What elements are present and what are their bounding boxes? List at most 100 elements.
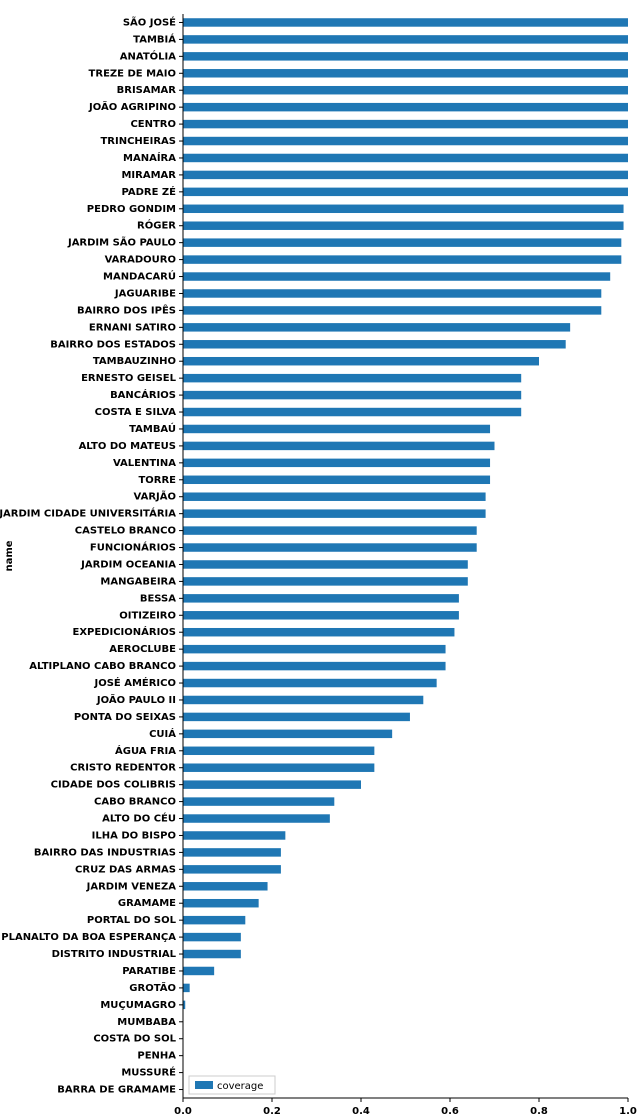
y-tick-label: TAMBAUZINHO	[93, 356, 176, 367]
bar-rect	[183, 797, 334, 805]
x-tick-label: 0.8	[530, 1106, 548, 1117]
bar-rect	[183, 221, 624, 229]
bar-rect	[183, 628, 454, 636]
bar-rect	[183, 492, 486, 500]
bar-rect	[183, 814, 330, 822]
bar-rect	[183, 171, 628, 179]
bar-rect	[183, 188, 628, 196]
y-tick-label: PADRE ZÉ	[121, 185, 176, 198]
y-tick-label: BAIRRO DOS ESTADOS	[50, 339, 176, 350]
bar-rect	[183, 289, 601, 297]
bar-rect	[183, 154, 628, 162]
bar-rect	[183, 509, 486, 517]
bar-rect	[183, 323, 570, 331]
bar-rect	[183, 780, 361, 788]
y-tick-label: VARADOURO	[105, 255, 176, 266]
bar-rect	[183, 238, 621, 246]
x-tick-label: 0.2	[263, 1106, 281, 1117]
bar-rect	[183, 679, 437, 687]
bar-rect	[183, 967, 214, 975]
y-tick-label: JOÃO PAULO II	[96, 693, 176, 706]
legend-swatch	[195, 1081, 213, 1089]
x-tick-label: 0.4	[352, 1106, 370, 1117]
y-tick-label: TREZE DE MAIO	[89, 68, 176, 79]
y-tick-label: FUNCIONÁRIOS	[90, 541, 176, 554]
y-tick-label: MIRAMAR	[121, 170, 176, 181]
y-tick-label: CABO BRANCO	[94, 797, 176, 808]
y-tick-label: MANAÍRA	[123, 151, 176, 164]
bar-rect	[183, 137, 628, 145]
bar-rect	[183, 594, 459, 602]
bar-rect	[183, 103, 628, 111]
y-tick-label: GROTÃO	[129, 981, 176, 994]
y-tick-label: MUÇUMAGRO	[100, 1000, 176, 1011]
bar-rect	[183, 526, 477, 534]
legend: coverage	[189, 1076, 275, 1094]
x-tick-label: 1.0	[619, 1106, 637, 1117]
bar-rect	[183, 831, 285, 839]
y-tick-label: MANGABEIRA	[100, 576, 176, 587]
y-tick-label: MUMBABA	[117, 1017, 176, 1028]
y-tick-label: BESSA	[140, 593, 176, 604]
bar-rect	[183, 696, 423, 704]
bar-rect	[183, 713, 410, 721]
y-tick-label: JOSÉ AMÉRICO	[93, 676, 176, 689]
bar-rect	[183, 560, 468, 568]
y-tick-label: GRAMAME	[118, 898, 176, 909]
y-tick-label: ÁGUA FRIA	[115, 744, 176, 757]
bar-rect	[183, 763, 374, 771]
y-tick-label: JARDIM OCEANIA	[80, 559, 176, 570]
bar-rect	[183, 882, 268, 890]
y-tick-label: MUSSURÉ	[121, 1066, 176, 1079]
bar-rect	[183, 747, 374, 755]
chart-svg: SÃO JOSÉ TAMBIÁ ANATÓLIA TREZE DE MAIO BRISA…	[0, 0, 637, 1118]
bar-rect	[183, 35, 628, 43]
bar-rect	[183, 899, 259, 907]
bar-rect	[183, 459, 490, 467]
bar-rect	[183, 52, 628, 60]
y-tick-label: RÓGER	[137, 219, 176, 232]
y-tick-label: VARJÃO	[134, 490, 176, 503]
bar-rect	[183, 357, 539, 365]
y-tick-label: PORTAL DO SOL	[87, 915, 177, 926]
legend-label: coverage	[217, 1081, 263, 1092]
y-tick-label: JOÃO AGRIPINO	[88, 100, 176, 113]
y-tick-label: ALTO DO CÉU	[102, 812, 176, 825]
bar-rect	[183, 543, 477, 551]
bar-rect	[183, 255, 621, 263]
bar-rect	[183, 340, 566, 348]
y-tick-label: ILHA DO BISPO	[92, 830, 176, 841]
bar-rect	[183, 950, 241, 958]
y-tick-label: COSTA DO SOL	[93, 1034, 176, 1045]
y-tick-label: SÃO JOSÉ	[123, 15, 176, 28]
y-tick-label: OITIZEIRO	[119, 610, 176, 621]
bar-rect	[183, 306, 601, 314]
bar-rect	[183, 848, 281, 856]
y-tick-label: ALTO DO MATEUS	[79, 441, 176, 452]
y-tick-label: CENTRO	[130, 119, 176, 130]
bar-rect	[183, 662, 446, 670]
y-tick-label: CASTELO BRANCO	[75, 526, 176, 537]
bar-rect	[183, 645, 446, 653]
y-tick-label: TAMBAÚ	[129, 422, 176, 435]
bar-rect	[183, 18, 628, 26]
bar-rect	[183, 933, 241, 941]
y-tick-label: BAIRRO DAS INDUSTRIAS	[34, 847, 176, 858]
y-tick-label: AEROCLUBE	[109, 644, 176, 655]
bar-rect	[183, 69, 628, 77]
y-tick-label: CRUZ DAS ARMAS	[75, 864, 176, 875]
bar-rect	[183, 577, 468, 585]
bar-rect	[183, 408, 521, 416]
bar-rect	[183, 916, 245, 924]
bar-rect	[183, 120, 628, 128]
y-tick-label: BANCÁRIOS	[110, 388, 176, 401]
y-tick-label: DISTRITO INDUSTRIAL	[52, 949, 177, 960]
bar-rect	[183, 205, 624, 213]
y-tick-label: ANATÓLIA	[120, 49, 176, 62]
y-tick-label: PONTA DO SEIXAS	[74, 712, 176, 723]
x-tick-label: 0.0	[174, 1106, 192, 1117]
bar-rect	[183, 865, 281, 873]
y-tick-label: TAMBIÁ	[133, 32, 176, 45]
y-tick-label: BRISAMAR	[117, 85, 177, 96]
y-tick-label: PLANALTO DA BOA ESPERANÇA	[1, 932, 176, 943]
